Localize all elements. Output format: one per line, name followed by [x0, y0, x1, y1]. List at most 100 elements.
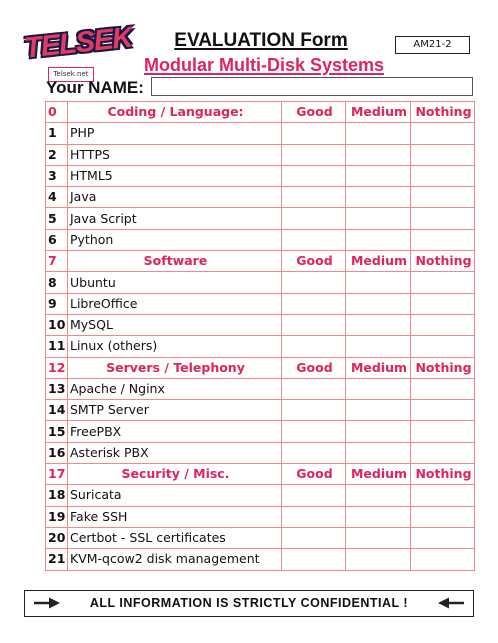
item-label: Java Script [67, 207, 282, 230]
section-number: 17 [45, 463, 68, 486]
column-header-medium: Medium [345, 100, 411, 124]
rating-medium-cell[interactable] [345, 186, 411, 209]
rating-medium-cell[interactable] [345, 377, 411, 401]
rating-nothing-cell[interactable] [410, 207, 475, 230]
rating-good-cell[interactable] [281, 143, 346, 166]
rating-medium-cell[interactable] [345, 505, 411, 528]
rating-nothing-cell[interactable] [410, 164, 475, 188]
rating-nothing-cell[interactable] [410, 313, 475, 337]
rating-medium-cell[interactable] [345, 207, 411, 230]
arrow-right-icon [34, 597, 60, 609]
item-number: 10 [45, 313, 68, 337]
rating-good-cell[interactable] [281, 292, 346, 315]
rating-good-cell[interactable] [281, 207, 346, 230]
logo-mark: TELSEK [22, 21, 134, 65]
rating-nothing-cell[interactable] [410, 335, 475, 358]
rating-medium-cell[interactable] [345, 292, 411, 315]
telsek-logo: TELSEK Telsek.net [23, 22, 134, 82]
rating-medium-cell[interactable] [345, 164, 411, 188]
rating-good-cell[interactable] [281, 399, 346, 422]
rating-nothing-cell[interactable] [410, 186, 475, 209]
rating-nothing-cell[interactable] [410, 143, 475, 166]
rating-medium-cell[interactable] [345, 271, 411, 294]
item-number: 13 [45, 377, 68, 401]
item-label: Java [67, 186, 282, 209]
name-input[interactable] [151, 77, 473, 96]
rating-nothing-cell[interactable] [410, 228, 475, 252]
rating-good-cell[interactable] [281, 526, 346, 550]
item-label: Certbot - SSL certificates [67, 526, 282, 550]
rating-nothing-cell[interactable] [410, 399, 475, 422]
rating-good-cell[interactable] [281, 484, 346, 507]
item-number: 5 [45, 207, 68, 230]
section-header-row: 17 Security / Misc. Good Medium Nothing [45, 463, 475, 486]
rating-nothing-cell[interactable] [410, 484, 475, 507]
rating-good-cell[interactable] [281, 271, 346, 294]
rating-medium-cell[interactable] [345, 143, 411, 166]
rating-nothing-cell[interactable] [410, 122, 475, 145]
rating-good-cell[interactable] [281, 548, 346, 571]
column-header-medium: Medium [345, 356, 411, 379]
rating-nothing-cell[interactable] [410, 526, 475, 550]
rating-medium-cell[interactable] [345, 548, 411, 571]
item-number: 6 [45, 228, 68, 252]
rating-nothing-cell[interactable] [410, 377, 475, 401]
item-number: 20 [45, 526, 68, 550]
rating-medium-cell[interactable] [345, 484, 411, 507]
section-number: 7 [45, 250, 68, 273]
item-number: 21 [45, 548, 68, 571]
rating-nothing-cell[interactable] [410, 271, 475, 294]
rating-medium-cell[interactable] [345, 526, 411, 550]
rating-good-cell[interactable] [281, 164, 346, 188]
section-header-row: 0 Coding / Language: Good Medium Nothing [45, 100, 475, 124]
table-row: 2 HTTPS [45, 143, 475, 166]
item-label: MySQL [67, 313, 282, 337]
column-header-good: Good [281, 250, 346, 273]
confidential-text: ALL INFORMATION IS STRICTLY CONFIDENTIAL… [89, 596, 409, 610]
form-subtitle: Modular Multi-Disk Systems [143, 55, 385, 75]
table-row: 11 Linux (others) [45, 335, 475, 358]
rating-medium-cell[interactable] [345, 122, 411, 145]
item-number: 15 [45, 420, 68, 443]
item-label: HTTPS [67, 143, 282, 166]
table-row: 16 Asterisk PBX [45, 441, 475, 465]
rating-nothing-cell[interactable] [410, 420, 475, 443]
rating-medium-cell[interactable] [345, 441, 411, 465]
rating-good-cell[interactable] [281, 313, 346, 337]
column-header-medium: Medium [345, 250, 411, 273]
rating-good-cell[interactable] [281, 122, 346, 145]
rating-good-cell[interactable] [281, 335, 346, 358]
item-label: Asterisk PBX [67, 441, 282, 465]
table-row: 18 Suricata [45, 484, 475, 507]
rating-medium-cell[interactable] [345, 420, 411, 443]
item-number: 11 [45, 335, 68, 358]
rating-good-cell[interactable] [281, 420, 346, 443]
section-title: Servers / Telephony [67, 356, 282, 379]
rating-medium-cell[interactable] [345, 335, 411, 358]
rating-good-cell[interactable] [281, 186, 346, 209]
item-label: Python [67, 228, 282, 252]
rating-good-cell[interactable] [281, 377, 346, 401]
item-number: 19 [45, 505, 68, 528]
item-label: Linux (others) [67, 335, 282, 358]
item-label: Fake SSH [67, 505, 282, 528]
rating-medium-cell[interactable] [345, 313, 411, 337]
item-label: KVM-qcow2 disk management [67, 548, 282, 571]
item-number: 2 [45, 143, 68, 166]
rating-nothing-cell[interactable] [410, 292, 475, 315]
rating-nothing-cell[interactable] [410, 441, 475, 465]
section-header-row: 7 Software Good Medium Nothing [45, 250, 475, 273]
rating-nothing-cell[interactable] [410, 505, 475, 528]
rating-good-cell[interactable] [281, 441, 346, 465]
section-number: 12 [45, 356, 68, 379]
rating-medium-cell[interactable] [345, 399, 411, 422]
rating-good-cell[interactable] [281, 228, 346, 252]
rating-good-cell[interactable] [281, 505, 346, 528]
item-number: 1 [45, 122, 68, 145]
column-header-nothing: Nothing [410, 250, 475, 273]
section-title: Coding / Language: [67, 100, 282, 124]
rating-medium-cell[interactable] [345, 228, 411, 252]
item-label: PHP [67, 122, 282, 145]
rating-nothing-cell[interactable] [410, 548, 475, 571]
table-row: 19 Fake SSH [45, 505, 475, 528]
